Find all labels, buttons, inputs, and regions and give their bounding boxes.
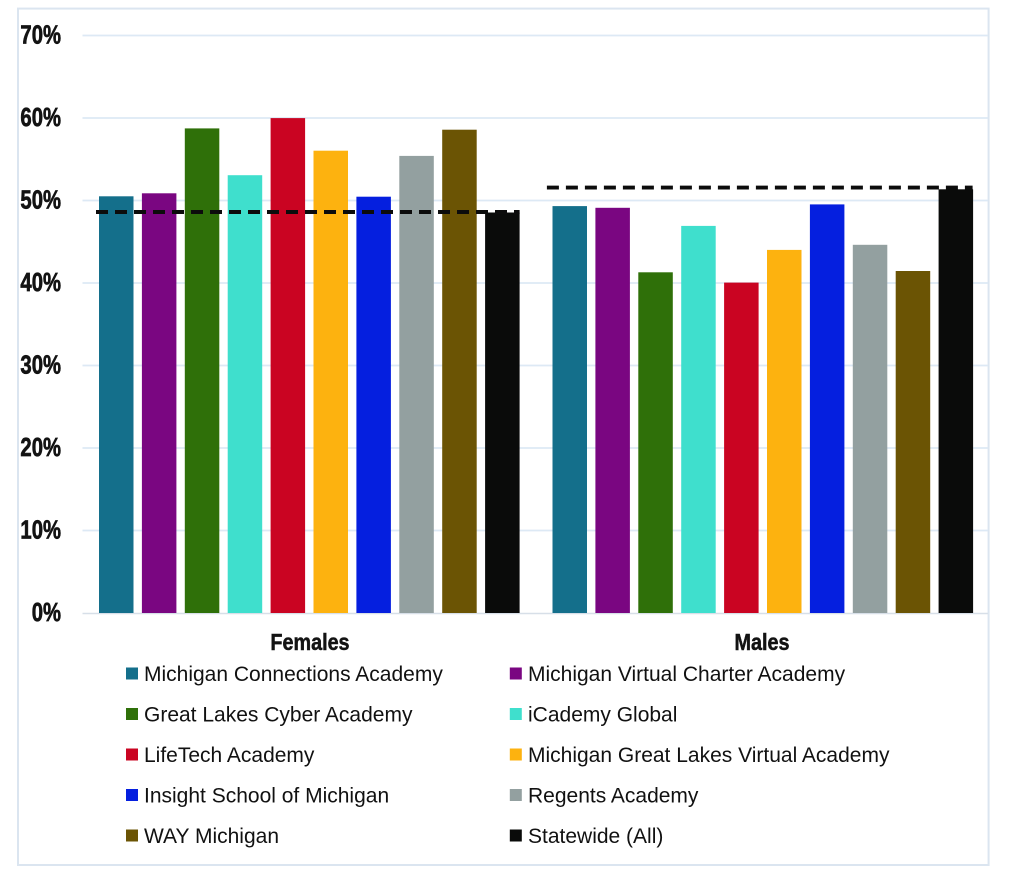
svg-text:60%: 60% [20,103,61,132]
svg-text:Males: Males [735,630,790,656]
svg-text:0%: 0% [32,598,62,627]
svg-text:iCademy Global: iCademy Global [528,704,677,727]
svg-text:70%: 70% [20,20,61,49]
svg-text:50%: 50% [20,185,61,214]
svg-text:30%: 30% [20,350,61,379]
svg-text:40%: 40% [20,268,61,297]
svg-text:10%: 10% [20,515,61,544]
svg-text:WAY Michigan: WAY Michigan [144,825,279,848]
svg-text:Great Lakes Cyber Academy: Great Lakes Cyber Academy [144,704,413,727]
svg-text:Michigan Great Lakes Virtual A: Michigan Great Lakes Virtual Academy [528,744,890,767]
svg-text:Michigan Connections Academy: Michigan Connections Academy [144,663,443,686]
svg-text:Insight School of Michigan: Insight School of Michigan [144,785,389,808]
svg-text:Females: Females [270,630,349,656]
svg-text:Michigan Virtual Charter Acade: Michigan Virtual Charter Academy [528,663,846,686]
svg-text:LifeTech Academy: LifeTech Academy [144,744,315,767]
svg-text:Statewide (All): Statewide (All) [528,825,663,848]
svg-text:Regents Academy: Regents Academy [528,785,699,808]
svg-text:20%: 20% [20,433,61,462]
